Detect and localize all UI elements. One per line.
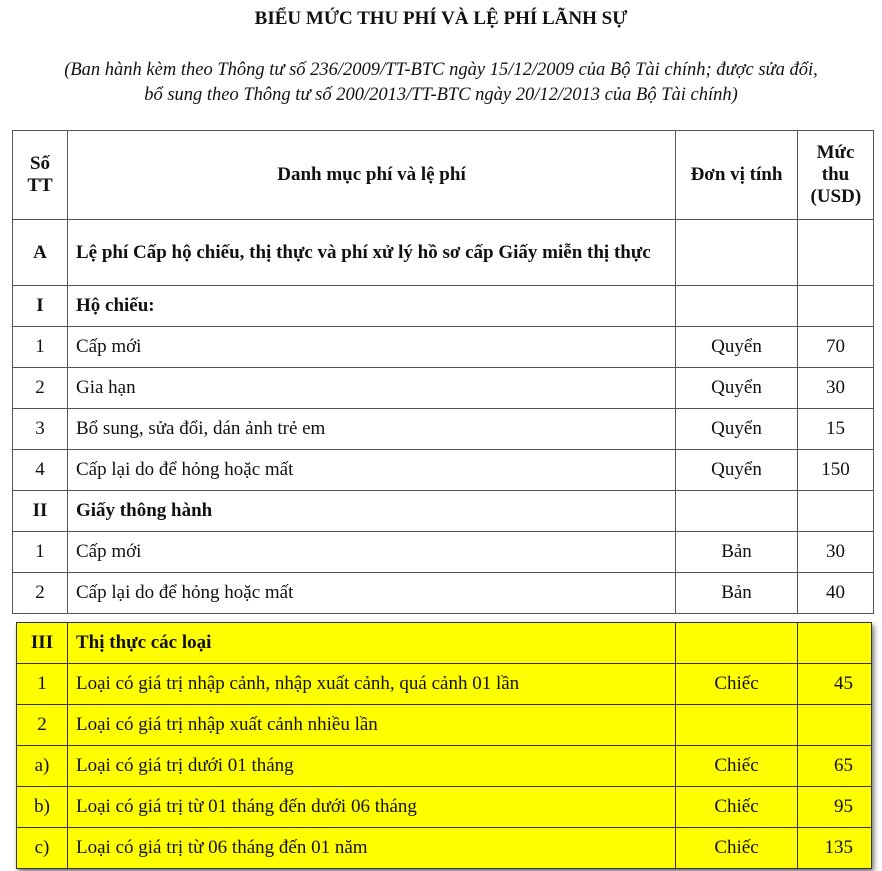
row-name: Loại có giá trị nhập cảnh, nhập xuất cản… — [67, 663, 676, 705]
row-number: b) — [16, 786, 68, 828]
table-row: c) Loại có giá trị từ 06 tháng đến 01 năm… — [16, 827, 872, 869]
row-number: I — [12, 285, 68, 327]
header-fee: Mức thu (USD) — [797, 130, 874, 220]
row-number: 4 — [12, 449, 68, 491]
table-row: 1 Loại có giá trị nhập cảnh, nhập xuất cả… — [16, 663, 872, 705]
fee-table: Số TT Danh mục phí và lệ phí Đơn vị tính… — [12, 130, 874, 614]
table-row: A Lệ phí Cấp hộ chiếu, thị thực và phí xử… — [12, 219, 874, 286]
table-row: I Hộ chiếu: — [12, 285, 874, 327]
row-fee — [797, 622, 872, 664]
row-fee: 70 — [797, 326, 874, 368]
row-name: Loại có giá trị từ 01 tháng đến dưới 06 … — [67, 786, 676, 828]
row-unit — [675, 285, 798, 327]
row-unit: Quyển — [675, 367, 798, 409]
row-unit: Bản — [675, 572, 798, 614]
row-unit — [675, 622, 798, 664]
row-number: II — [12, 490, 68, 532]
table-row: II Giấy thông hành — [12, 490, 874, 532]
row-fee: 30 — [797, 531, 874, 573]
row-number: A — [12, 219, 68, 286]
row-name: Thị thực các loại — [67, 622, 676, 664]
row-name: Lệ phí Cấp hộ chiếu, thị thực và phí xử … — [67, 219, 676, 286]
row-unit: Bản — [675, 531, 798, 573]
row-fee: 135 — [797, 827, 872, 869]
row-unit — [675, 704, 798, 746]
row-fee: 150 — [797, 449, 874, 491]
table-row: 3 Bổ sung, sửa đổi, dán ảnh trẻ em Quyển 15 — [12, 408, 874, 450]
table-row: III Thị thực các loại — [16, 622, 872, 664]
row-name: Loại có giá trị dưới 01 tháng — [67, 745, 676, 787]
row-name: Giấy thông hành — [67, 490, 676, 532]
row-unit: Chiếc — [675, 786, 798, 828]
row-fee: 65 — [797, 745, 872, 787]
row-fee: 30 — [797, 367, 874, 409]
row-name: Cấp mới — [67, 531, 676, 573]
row-name: Cấp mới — [67, 326, 676, 368]
row-unit — [675, 490, 798, 532]
row-name: Hộ chiếu: — [67, 285, 676, 327]
row-fee — [797, 219, 874, 286]
row-fee: 15 — [797, 408, 874, 450]
row-unit — [675, 219, 798, 286]
row-unit: Chiếc — [675, 745, 798, 787]
row-unit: Chiếc — [675, 827, 798, 869]
table-row: 4 Cấp lại do để hỏng hoặc mất Quyển 150 — [12, 449, 874, 491]
row-name: Bổ sung, sửa đổi, dán ảnh trẻ em — [67, 408, 676, 450]
row-name: Gia hạn — [67, 367, 676, 409]
row-unit: Quyển — [675, 326, 798, 368]
row-name: Cấp lại do để hỏng hoặc mất — [67, 572, 676, 614]
row-number: 2 — [12, 572, 68, 614]
table-row: 2 Loại có giá trị nhập xuất cảnh nhiều lầ… — [16, 704, 872, 746]
row-fee: 40 — [797, 572, 874, 614]
row-name: Loại có giá trị nhập xuất cảnh nhiều lần — [67, 704, 676, 746]
row-fee: 45 — [797, 663, 872, 705]
row-number: 3 — [12, 408, 68, 450]
header-fee-text: Mức thu (USD) — [810, 142, 862, 207]
table-row: 1 Cấp mới Quyển 70 — [12, 326, 874, 368]
document-subtitle: (Ban hành kèm theo Thông tư số 236/2009/… — [0, 58, 882, 108]
row-unit: Quyển — [675, 449, 798, 491]
row-number: 1 — [12, 326, 68, 368]
header-unit: Đơn vị tính — [675, 130, 798, 220]
row-number: 2 — [16, 704, 68, 746]
header-stt-text: Số TT — [27, 153, 53, 196]
row-number: 2 — [12, 367, 68, 409]
row-unit: Chiếc — [675, 663, 798, 705]
header-name: Danh mục phí và lệ phí — [67, 130, 676, 220]
row-number: c) — [16, 827, 68, 869]
row-name: Loại có giá trị từ 06 tháng đến 01 năm — [67, 827, 676, 869]
row-number: 1 — [16, 663, 68, 705]
row-number: 1 — [12, 531, 68, 573]
row-name: Cấp lại do để hỏng hoặc mất — [67, 449, 676, 491]
header-stt: Số TT — [12, 130, 68, 220]
table-row: a) Loại có giá trị dưới 01 tháng Chiếc 65 — [16, 745, 872, 787]
row-number: III — [16, 622, 68, 664]
row-fee: 95 — [797, 786, 872, 828]
table-row: b) Loại có giá trị từ 01 tháng đến dưới 0… — [16, 786, 872, 828]
highlighted-visa-section: III Thị thực các loại 1 Loại có giá trị nhậ… — [16, 622, 872, 869]
table-row: 2 Cấp lại do để hỏng hoặc mất Bản 40 — [12, 572, 874, 614]
row-fee — [797, 285, 874, 327]
table-header-row: Số TT Danh mục phí và lệ phí Đơn vị tính… — [12, 130, 874, 220]
table-row: 2 Gia hạn Quyển 30 — [12, 367, 874, 409]
row-fee — [797, 704, 872, 746]
subtitle-line-2: bổ sung theo Thông tư số 200/2013/TT-BTC… — [144, 85, 738, 105]
document-title: BIỂU MỨC THU PHÍ VÀ LỆ PHÍ LÃNH SỰ — [254, 8, 628, 29]
row-number: a) — [16, 745, 68, 787]
subtitle-line-1: (Ban hành kèm theo Thông tư số 236/2009/… — [64, 60, 818, 80]
row-fee — [797, 490, 874, 532]
row-unit: Quyển — [675, 408, 798, 450]
table-row: 1 Cấp mới Bản 30 — [12, 531, 874, 573]
